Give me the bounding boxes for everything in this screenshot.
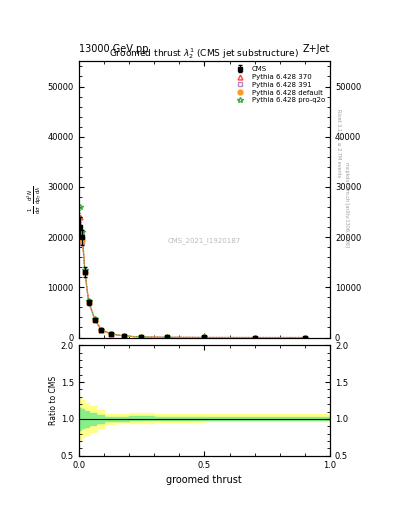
Pythia 6.428 370 xyxy=(80,231,85,238)
Pythia 6.428 pro-q2o xyxy=(121,333,126,339)
Pythia 6.428 pro-q2o xyxy=(202,334,207,340)
Pythia 6.428 391 xyxy=(83,270,87,276)
Pythia 6.428 370 xyxy=(86,299,91,305)
Text: 13000 GeV pp: 13000 GeV pp xyxy=(79,44,148,54)
Y-axis label: $\frac{1}{\mathrm{d}\sigma}\ \frac{\mathrm{d}^2 N}{\mathrm{d} p_T\,\mathrm{d}\la: $\frac{1}{\mathrm{d}\sigma}\ \frac{\math… xyxy=(25,185,43,214)
Pythia 6.428 pro-q2o xyxy=(86,298,91,305)
Text: mcplots.cern.ch [arXiv:1306.3436]: mcplots.cern.ch [arXiv:1306.3436] xyxy=(344,162,349,247)
Pythia 6.428 default xyxy=(80,237,85,243)
Pythia 6.428 pro-q2o xyxy=(93,316,97,322)
Pythia 6.428 default xyxy=(202,334,207,340)
Pythia 6.428 391 xyxy=(80,239,85,245)
Text: Z+Jet: Z+Jet xyxy=(303,44,330,54)
Pythia 6.428 391 xyxy=(77,234,82,240)
Pythia 6.428 pro-q2o xyxy=(252,334,257,340)
Line: Pythia 6.428 391: Pythia 6.428 391 xyxy=(77,234,307,340)
Title: Groomed thrust $\lambda_2^1$ (CMS jet substructure): Groomed thrust $\lambda_2^1$ (CMS jet su… xyxy=(109,47,299,61)
Pythia 6.428 370 xyxy=(139,334,144,340)
Pythia 6.428 370 xyxy=(202,334,207,340)
Pythia 6.428 default xyxy=(86,299,91,305)
Pythia 6.428 default xyxy=(93,317,97,323)
Pythia 6.428 default xyxy=(77,229,82,235)
Pythia 6.428 default xyxy=(139,334,144,340)
Legend: CMS, Pythia 6.428 370, Pythia 6.428 391, Pythia 6.428 default, Pythia 6.428 pro-: CMS, Pythia 6.428 370, Pythia 6.428 391,… xyxy=(230,65,327,104)
Line: Pythia 6.428 default: Pythia 6.428 default xyxy=(77,230,307,340)
Pythia 6.428 391 xyxy=(109,331,114,337)
Pythia 6.428 370 xyxy=(99,327,104,333)
Pythia 6.428 370 xyxy=(303,334,307,340)
Pythia 6.428 370 xyxy=(164,334,169,340)
Pythia 6.428 pro-q2o xyxy=(109,331,114,337)
X-axis label: groomed thrust: groomed thrust xyxy=(167,475,242,485)
Pythia 6.428 pro-q2o xyxy=(303,334,307,340)
Pythia 6.428 391 xyxy=(202,334,207,340)
Pythia 6.428 391 xyxy=(121,333,126,339)
Pythia 6.428 391 xyxy=(164,334,169,340)
Pythia 6.428 default xyxy=(164,334,169,340)
Line: Pythia 6.428 370: Pythia 6.428 370 xyxy=(77,215,307,340)
Pythia 6.428 default xyxy=(303,334,307,340)
Pythia 6.428 pro-q2o xyxy=(77,204,82,210)
Pythia 6.428 370 xyxy=(109,331,114,337)
Pythia 6.428 370 xyxy=(93,316,97,323)
Line: Pythia 6.428 pro-q2o: Pythia 6.428 pro-q2o xyxy=(77,204,308,340)
Pythia 6.428 391 xyxy=(86,300,91,306)
Pythia 6.428 pro-q2o xyxy=(80,229,85,235)
Pythia 6.428 391 xyxy=(303,334,307,340)
Pythia 6.428 pro-q2o xyxy=(164,334,169,340)
Pythia 6.428 default xyxy=(121,333,126,339)
Pythia 6.428 391 xyxy=(139,334,144,340)
Pythia 6.428 391 xyxy=(99,327,104,333)
Pythia 6.428 default xyxy=(109,331,114,337)
Pythia 6.428 370 xyxy=(121,333,126,339)
Y-axis label: Ratio to CMS: Ratio to CMS xyxy=(49,376,58,425)
Pythia 6.428 pro-q2o xyxy=(139,334,144,340)
Pythia 6.428 pro-q2o xyxy=(83,267,87,273)
Pythia 6.428 391 xyxy=(252,334,257,340)
Pythia 6.428 370 xyxy=(77,214,82,220)
Text: Rivet 3.1.10, ≥ 2.7M events: Rivet 3.1.10, ≥ 2.7M events xyxy=(336,109,341,178)
Pythia 6.428 default xyxy=(252,334,257,340)
Pythia 6.428 391 xyxy=(93,317,97,323)
Pythia 6.428 default xyxy=(83,269,87,275)
Pythia 6.428 pro-q2o xyxy=(99,327,104,333)
Pythia 6.428 370 xyxy=(252,334,257,340)
Pythia 6.428 default xyxy=(99,327,104,333)
Pythia 6.428 370 xyxy=(83,268,87,274)
Text: CMS_2021_I1920187: CMS_2021_I1920187 xyxy=(168,238,241,244)
